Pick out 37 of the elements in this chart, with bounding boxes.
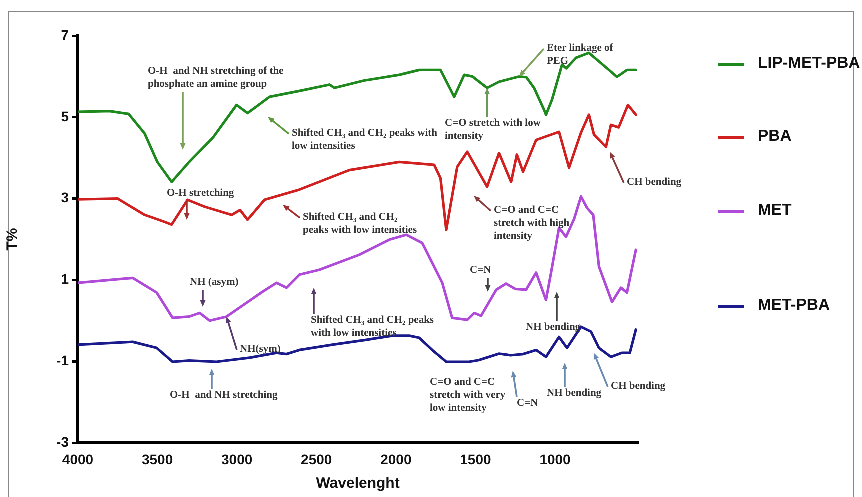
annotation: CH bending [611,380,666,392]
y-tick-label: 5 [61,108,70,124]
annotation: Shifted CH₃ and CH₂ peaks with low intensities [311,314,434,339]
y-tick-label: 3 [61,190,70,206]
annotation: Shifted CH₃ and CH₂ peaks with low intensities [303,212,418,236]
annotation: O-H stretching [167,188,235,199]
legend-label: MET-PBA [758,297,830,315]
x-tick-label: 4000 [62,451,94,468]
x-tick-label: 1000 [540,451,572,468]
annotation: NH(sym) [240,344,282,355]
annotation: C=N [517,398,539,409]
y-axis-title: T% [4,228,22,251]
annotation: CH bending [627,176,682,188]
y-tick-label: -3 [56,434,70,450]
legend-label: PBA [758,128,792,146]
annotation: Shifted CH₃ and CH₂ peaks with low intensities [292,128,438,152]
annotation: C=O and C=C stretch with high intensity [494,204,570,242]
x-tick-label: 2500 [301,451,332,468]
annotation: NH (asym) [190,276,240,288]
legend-label: MET [758,202,792,220]
x-tick-label: 3000 [222,451,253,468]
y-tick-label: -1 [56,352,70,368]
x-tick-label: 2000 [380,451,412,468]
annotation: NH bending [547,388,602,399]
x-tick-label: 1500 [460,451,492,468]
y-tick-label: 7 [61,26,70,43]
annotation: NH bending [526,322,582,333]
legend-label: LIP-MET-PBA [758,55,860,73]
annotation: O-H and NH stretching of the phosphate an amine group [148,66,284,90]
annotation: C=O stretch with low intensity [445,118,542,142]
y-tick-label: 1 [61,271,70,288]
annotation: C=O and C=C stretch with very low intensity [430,376,506,414]
annotation: Eter linkage of PEG [547,42,614,67]
annotation: O-H and NH stretching [170,390,278,401]
annotation: C=N [470,264,492,276]
x-tick-label: 3500 [142,451,174,468]
x-axis-title: Wavelenght [316,475,400,492]
